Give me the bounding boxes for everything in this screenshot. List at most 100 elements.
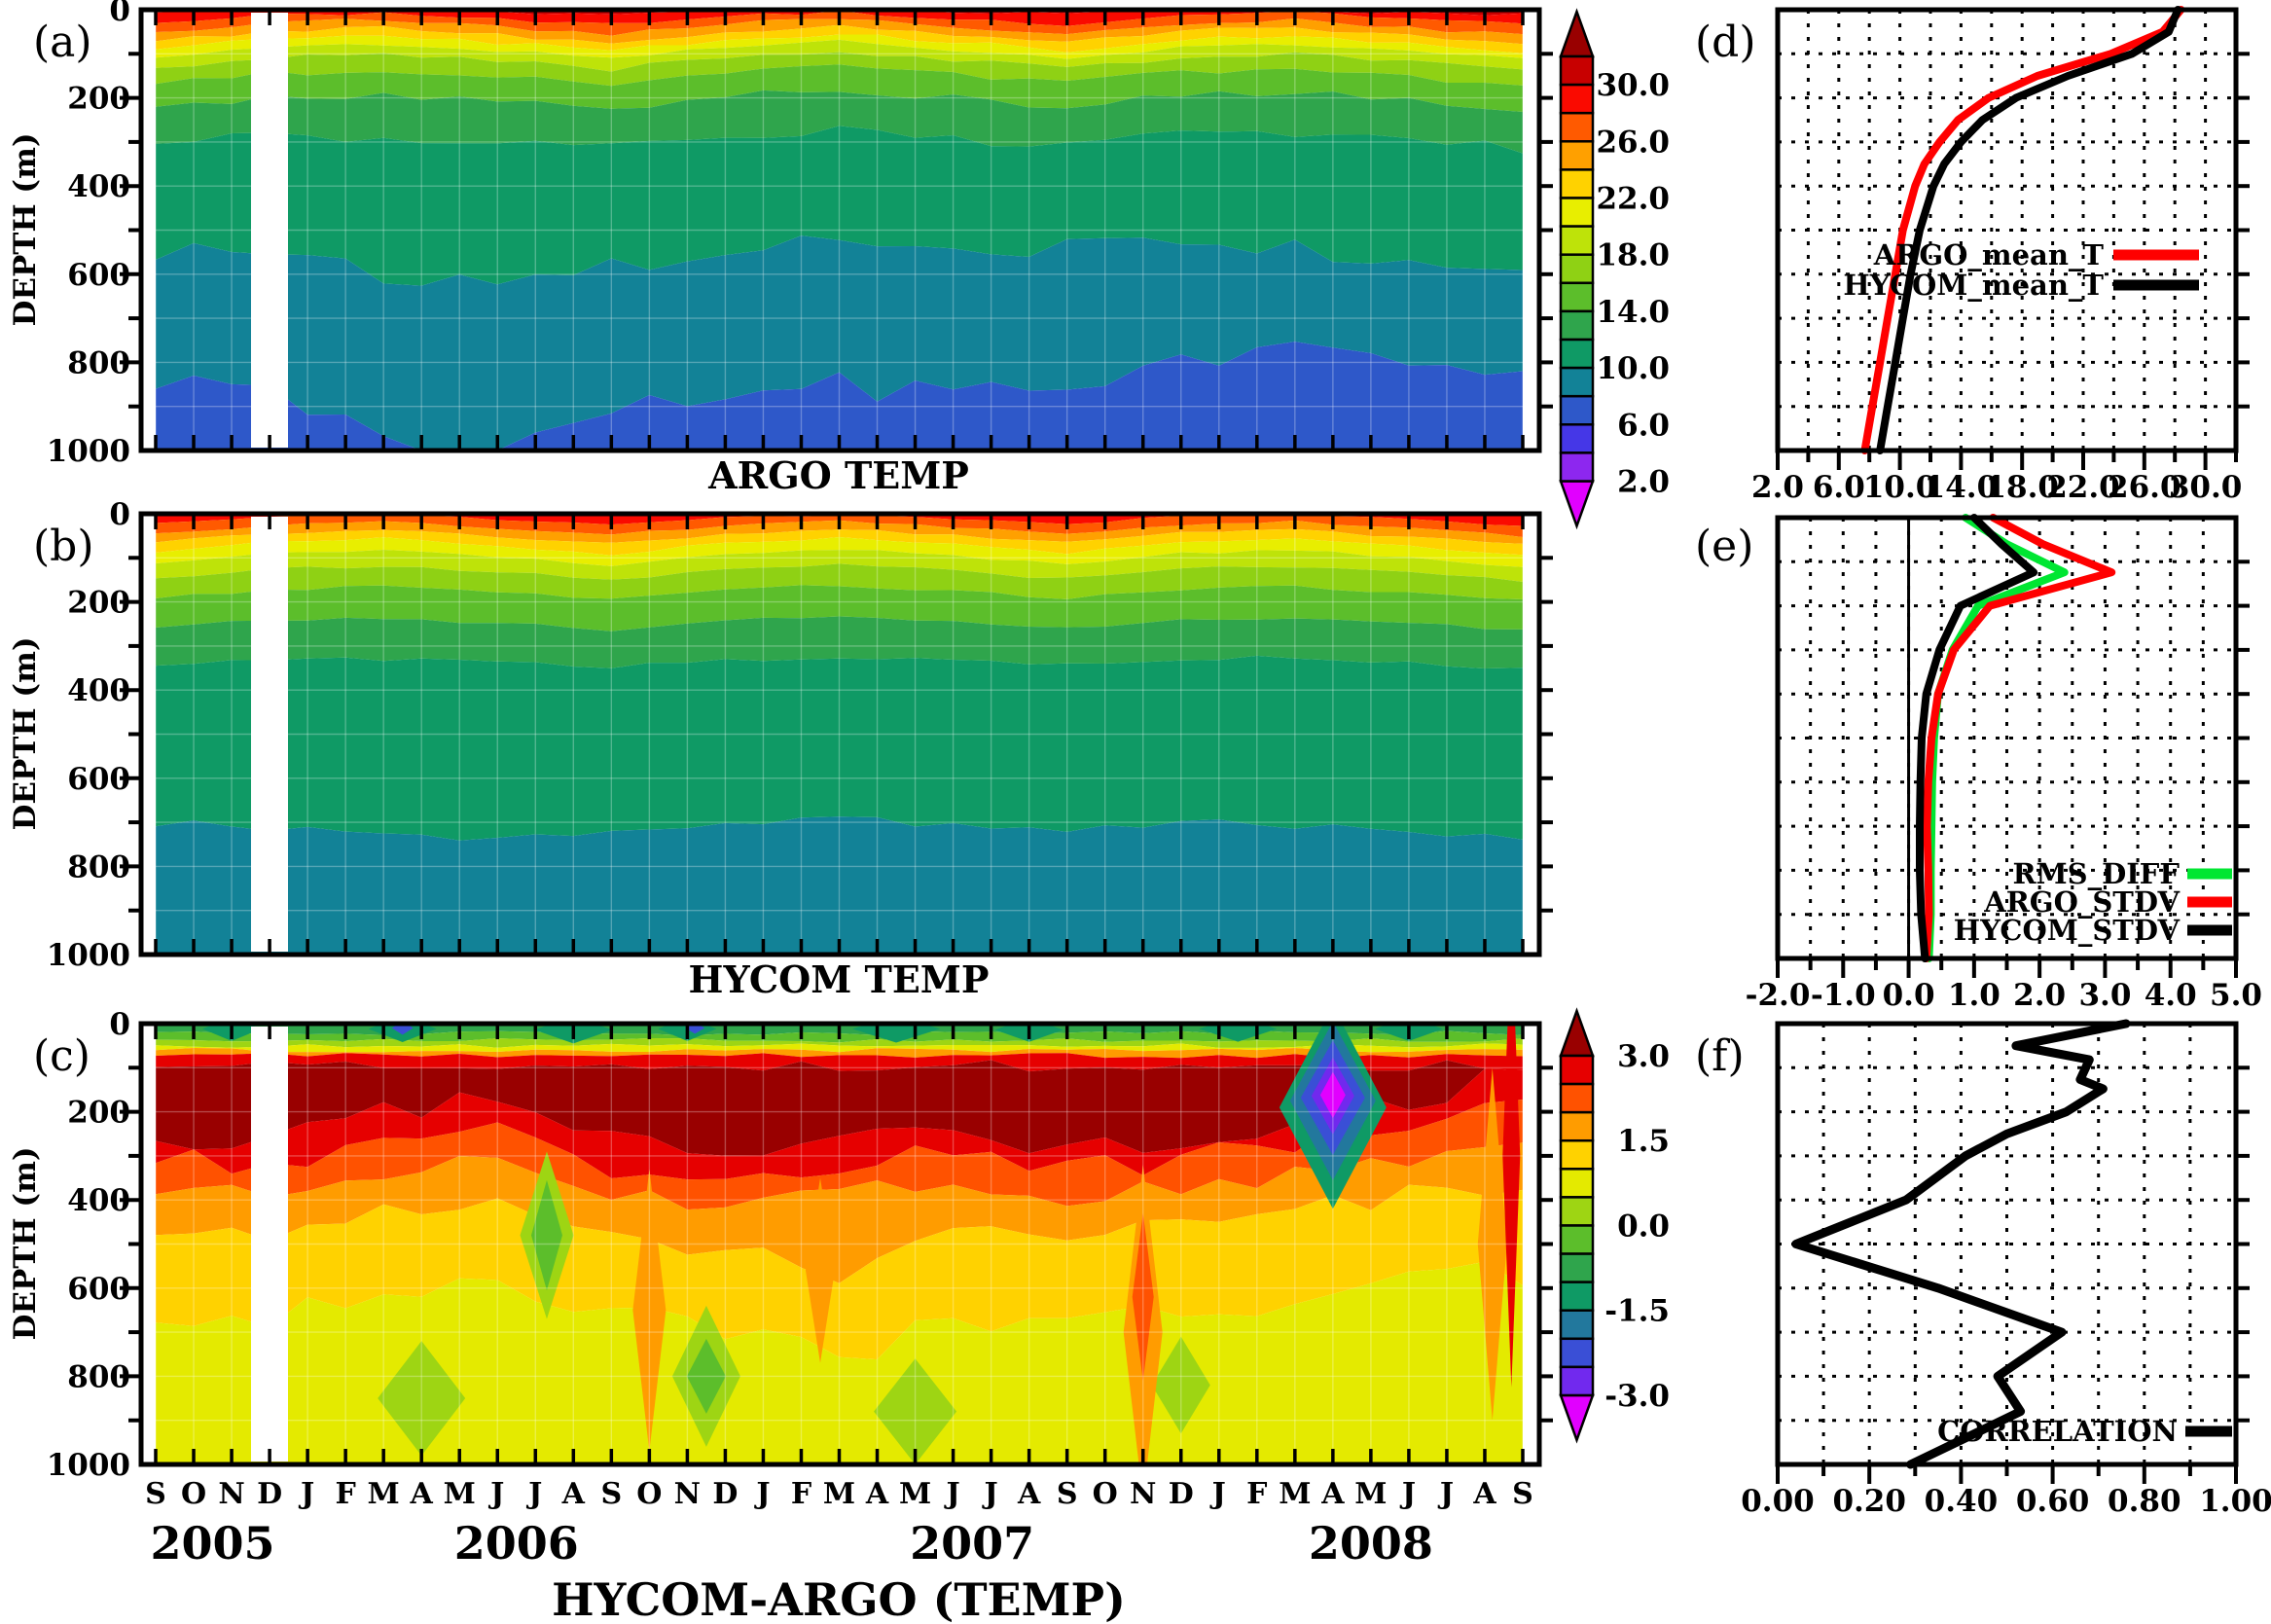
contour-band-16-18 <box>156 52 1523 87</box>
colorbar-1-label: 3.0 <box>1617 1039 1670 1074</box>
contour-band-2.5-3.0 <box>156 1068 1523 1180</box>
year-label: 2006 <box>454 1517 579 1570</box>
colorbar-1-label: 1.5 <box>1617 1124 1670 1159</box>
panel-d-letter: (d) <box>1695 18 1756 67</box>
month-label: O <box>181 1477 206 1511</box>
contour-patch-2 <box>686 1338 726 1414</box>
panel-f-border <box>1775 1021 2239 1467</box>
contour-band-20-22 <box>156 34 1523 59</box>
month-label: J <box>753 1477 770 1511</box>
legend-label-ARGO_mean_T: ARGO_mean_T <box>1873 238 2105 271</box>
contour-patch-10 <box>1132 1212 1154 1381</box>
series-HYCOM_STDV <box>1916 514 2038 962</box>
month-label: D <box>257 1477 282 1511</box>
x-tick-label: 0.00 <box>1741 1484 1815 1519</box>
colorbar-0-box <box>1559 366 1595 398</box>
panel-e-group: -2.0 -1.0 0.0 1.0 2.0 3.0 4.0 5.0 RMS_DIFFARGO_S… <box>1746 514 2262 1013</box>
colorbar-0-box <box>1559 253 1595 285</box>
contour-patch-27 <box>1319 1071 1346 1119</box>
legend-label-HYCOM_STDV: HYCOM_STDV <box>1954 914 2181 947</box>
depth-tick-label: 800 <box>67 849 130 884</box>
panel-c-title: HYCOM-ARGO (TEMP) <box>552 1573 1126 1624</box>
panel-a-letter: (a) <box>33 18 92 67</box>
contour-patch-11 <box>1477 1067 1507 1421</box>
depth-tick-label: 600 <box>67 1272 130 1307</box>
month-label: N <box>1130 1477 1156 1511</box>
month-label: D <box>1169 1477 1194 1511</box>
legend-label-RMS_DIFF: RMS_DIFF <box>2012 857 2180 890</box>
contour-band-14-16 <box>156 585 1523 632</box>
x-tick-label: 22.0 <box>2046 470 2120 505</box>
panel-b-border <box>138 511 1542 957</box>
colorbar-0-box <box>1559 168 1595 199</box>
panel-c-letter: (c) <box>33 1031 90 1081</box>
x-tick-label: 0.60 <box>2016 1484 2090 1519</box>
colorbar-1-arrow-up <box>1559 1007 1595 1058</box>
colorbar-0-label: 6.0 <box>1617 408 1670 443</box>
depth-tick-label: 0 <box>109 1007 130 1042</box>
panel-a-contour-fills <box>144 12 1536 449</box>
contour-band-1.5-2.0 <box>156 1142 1523 1283</box>
month-label: S <box>1057 1477 1078 1511</box>
colorbar-0-box <box>1559 140 1595 171</box>
colorbar-1-box <box>1559 1168 1595 1199</box>
legend-label-HYCOM_mean_T: HYCOM_mean_T <box>1843 269 2104 302</box>
colorbar-1-box <box>1559 1138 1595 1171</box>
colorbar-0-box <box>1559 309 1595 342</box>
panel-c-contour-fills <box>144 1026 1536 1462</box>
series-CORRELATION <box>1791 1019 2131 1469</box>
colorbar-1-box <box>1559 1281 1595 1312</box>
colorbar-1-box <box>1559 1110 1595 1142</box>
year-label: 2005 <box>151 1517 275 1570</box>
year-label: 2008 <box>1309 1517 1433 1570</box>
x-tick-label: 5.0 <box>2210 978 2262 1013</box>
x-tick-label: 1.00 <box>2199 1484 2271 1519</box>
contour-band-16-18 <box>156 563 1523 599</box>
colorbar-0-label: 2.0 <box>1617 465 1670 500</box>
depth-tick-label: 200 <box>67 1096 130 1131</box>
legend-label-ARGO_STDV: ARGO_STDV <box>1983 885 2180 919</box>
colorbar-0-label: 26.0 <box>1596 125 1670 160</box>
contour-band-14-16 <box>156 64 1523 112</box>
margin-left <box>144 517 156 952</box>
colorbar-0-box <box>1559 423 1595 454</box>
series-ARGO_STDV <box>1922 514 2116 962</box>
colorbar-0-box <box>1559 281 1595 313</box>
x-tick-label: 18.0 <box>1985 470 2059 505</box>
colorbar-0-box <box>1559 394 1595 426</box>
contour-band-0.0-0.5 <box>156 1038 1523 1048</box>
colorbar-0-box <box>1559 451 1595 483</box>
contour-band-8-10 <box>156 816 1523 953</box>
margin-left <box>144 13 156 448</box>
contour-patch-18 <box>685 1026 705 1034</box>
data-gap-dec-2005 <box>251 1027 288 1462</box>
month-label: N <box>674 1477 701 1511</box>
month-label: M <box>1279 1477 1311 1511</box>
data-gap-dec-2005 <box>251 517 288 952</box>
contour-patch-4 <box>1151 1336 1210 1434</box>
contour-band-1.0-1.5 <box>156 1184 1523 1360</box>
x-tick-label: 3.0 <box>2078 978 2131 1013</box>
month-label: J <box>1437 1477 1454 1511</box>
panel-e-letter: (e) <box>1695 522 1753 571</box>
month-label: O <box>636 1477 662 1511</box>
panel-a-border <box>138 7 1542 453</box>
panel-d-group: 2.0 6.010.014.018.022.026.030.0 ARGO_mean_… <box>1751 6 2250 505</box>
colorbar-0-label: 22.0 <box>1596 182 1670 217</box>
colorbar-1-box <box>1559 1054 1595 1086</box>
month-label: N <box>218 1477 244 1511</box>
depth-tick-label: 200 <box>67 586 130 621</box>
contour-patch-6 <box>530 1179 562 1291</box>
month-label: F <box>1246 1477 1267 1511</box>
colorbar-1-arrow-down <box>1559 1393 1595 1444</box>
colorbar-1-box <box>1559 1365 1595 1397</box>
x-tick-label: 10.0 <box>1863 470 1937 505</box>
contour-patch-15 <box>391 1026 414 1035</box>
panel-b-contour-fills <box>144 516 1536 953</box>
colorbar-1-box <box>1559 1309 1595 1341</box>
month-label: M <box>899 1477 931 1511</box>
month-label: M <box>1354 1477 1387 1511</box>
colorbar-0-box <box>1559 197 1595 228</box>
depth-tick-label: 400 <box>67 1183 130 1218</box>
